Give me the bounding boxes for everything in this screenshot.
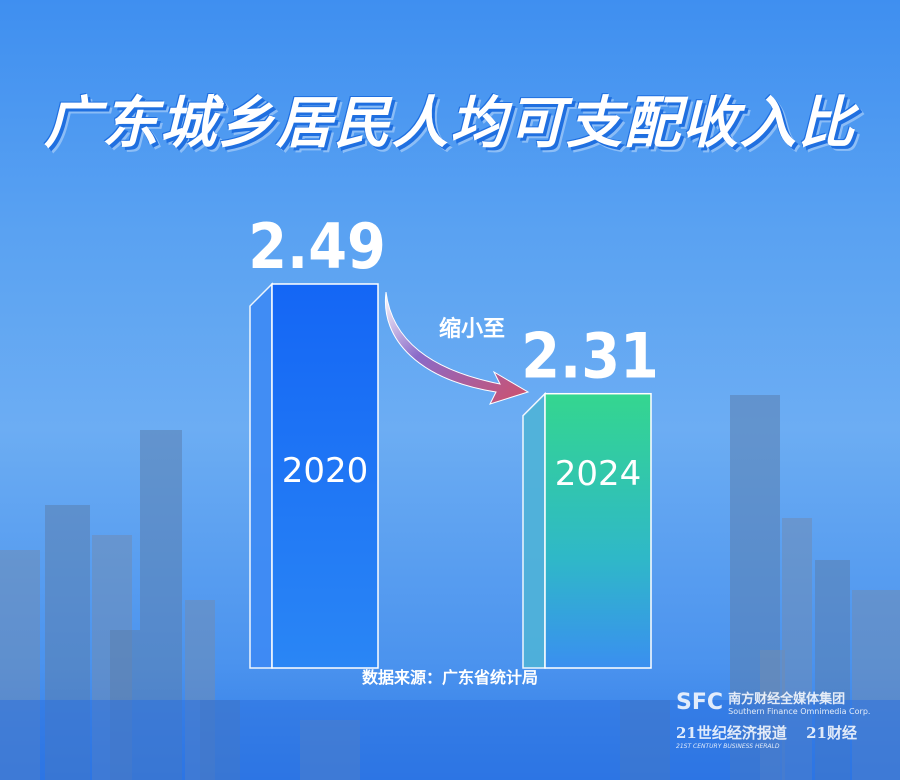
category-label: 2024 <box>555 454 642 494</box>
caijing-logo: 21财经 <box>806 724 857 742</box>
herald-english: 21ST CENTURY BUSINESS HERALD <box>676 743 780 750</box>
herald-logo: 21世纪经济报道 <box>676 724 787 742</box>
sfc-name: 南方财经全媒体集团 <box>728 692 846 707</box>
annotation-label: 缩小至 <box>439 316 505 342</box>
sfc-logo: SFC <box>676 689 724 715</box>
bar-2020 <box>271 283 379 669</box>
value-label: 2.49 <box>248 210 386 283</box>
value-label: 2.31 <box>521 320 659 393</box>
sfc-english: Southern Finance Omnimedia Corp. <box>728 707 871 716</box>
bar-2024 <box>544 392 652 669</box>
category-label: 2020 <box>282 451 369 491</box>
bar-side <box>249 282 273 669</box>
chart-title: 广东城乡居民人均可支配收入比 <box>44 91 856 156</box>
publisher-logos: SFC 南方财经全媒体集团 Southern Finance Omnimedia … <box>676 688 871 751</box>
data-source: 数据来源：广东省统计局 <box>361 668 538 687</box>
skyline-haze <box>0 700 900 780</box>
decrease-arrow <box>384 291 530 405</box>
bar-side <box>522 391 546 669</box>
